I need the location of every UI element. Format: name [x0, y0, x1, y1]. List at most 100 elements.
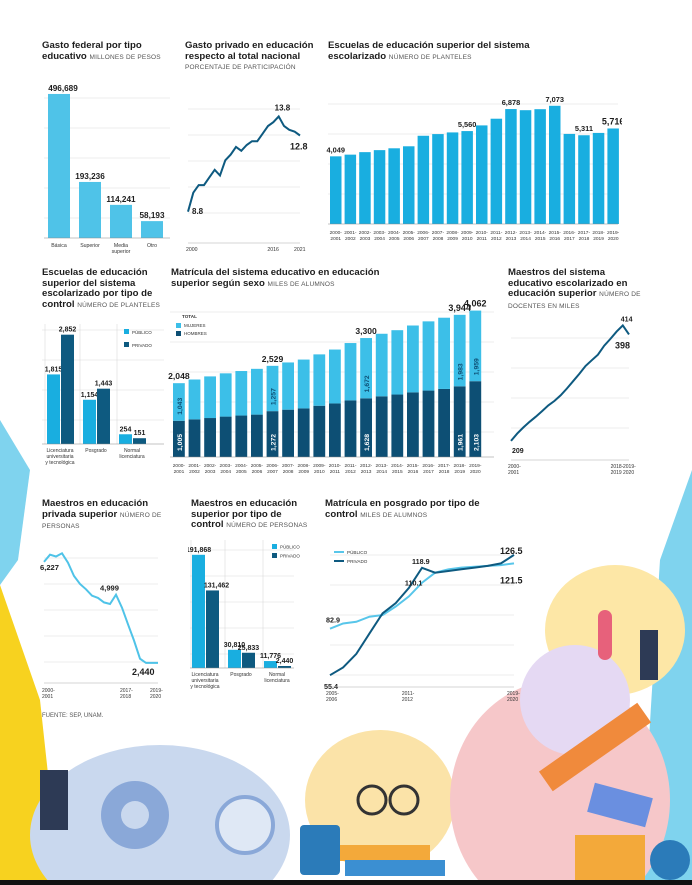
data-label-total: 3,300 [355, 326, 377, 336]
x-tick-label: 2011 [330, 469, 341, 475]
bar [476, 125, 488, 224]
x-tick-label: 2004 [374, 236, 385, 242]
chart-posgrado: PÚBLICO PRIVADO 82.9 110.1 121.5 55.4 118.9 126… [324, 546, 523, 703]
x-tick-label: 2015 [392, 469, 403, 475]
data-label: 13.8 [275, 103, 291, 112]
x-tick-label: 2002- [359, 230, 372, 236]
bar-hombres [422, 390, 435, 457]
x-tick-label: Superior [80, 243, 100, 249]
x-tick-label: 2003 [205, 469, 216, 475]
x-tick-label: Posgrado [230, 672, 252, 678]
bar [417, 135, 430, 224]
bar [97, 388, 110, 444]
bar [403, 146, 415, 224]
x-tick-label: 2005 [236, 469, 247, 475]
x-tick-label: 2016 [267, 247, 279, 253]
x-tick-label: 2014 [376, 469, 387, 475]
x-tick-label: 2005- [326, 691, 339, 697]
x-tick-label: 2013- [376, 463, 389, 469]
legend-label: HOMBRES [184, 331, 207, 336]
x-tick-label: 2004- [235, 463, 248, 469]
data-label: 2,440 [132, 667, 155, 677]
chart-mpriv: 6,227 4,999 2,440 2000-2001 2017-2018 2019-20… [40, 551, 163, 700]
legend-label: PRIVADO [347, 559, 368, 564]
data-label-mujeres: 1,983 [458, 363, 465, 380]
data-label: 193,236 [75, 172, 105, 181]
bar-mujeres [235, 371, 248, 416]
x-tick-label: 2002 [189, 469, 200, 475]
series-line [43, 551, 158, 664]
x-tick-label: 2013 [506, 236, 517, 242]
panel-control: Escuelas de educación superior del siste… [42, 267, 162, 311]
x-tick-label: 2016 [549, 236, 560, 242]
x-tick-label: Normal [124, 448, 140, 454]
bar-hombres [438, 388, 450, 457]
x-tick-label: 2018- [611, 464, 624, 470]
x-tick-label: 2009 [298, 469, 309, 475]
x-tick-label: 2019- [507, 691, 520, 697]
data-label: 1,815 [45, 366, 63, 373]
x-tick-label: 2010 [462, 236, 473, 242]
gear-icon [101, 781, 169, 849]
x-tick-label: 2017- [438, 463, 451, 469]
x-tick-label: 2007 [267, 469, 278, 475]
bar [461, 131, 473, 224]
bar-hombres [173, 420, 185, 457]
x-tick-label: 2018- [592, 230, 605, 236]
bar-mujeres [297, 359, 310, 409]
arrow-icon [538, 702, 652, 792]
x-tick-label: 2006 [326, 697, 337, 703]
bar-mujeres [453, 314, 466, 387]
bar [206, 590, 219, 668]
data-label: 5,311 [575, 124, 593, 133]
legend-swatch [176, 331, 181, 336]
chart-title: Gasto federal por tipo educativo MILLONE… [42, 40, 161, 62]
x-tick-label: 2018 [439, 469, 450, 475]
x-tick-label: 2016 [408, 469, 419, 475]
dollar-coin-icon [650, 840, 690, 880]
bar [344, 154, 357, 224]
data-label: 1,443 [95, 381, 113, 388]
bar-hombres [407, 392, 419, 457]
series-line [187, 114, 301, 212]
data-label-hombres: 1,005 [177, 434, 184, 451]
x-tick-label: 2011- [345, 463, 357, 469]
data-label: 254 [120, 426, 132, 433]
hourglass-icon [300, 825, 340, 875]
data-label: 4,999 [100, 584, 119, 593]
data-label-total: 4,062 [464, 299, 487, 309]
x-tick-label: 2015- [407, 463, 420, 469]
x-tick-label: 2009- [313, 463, 326, 469]
x-tick-label: 2019- [607, 230, 620, 236]
bar-mujeres [251, 368, 263, 415]
x-tick-label: 2003 [360, 236, 371, 242]
gear-icon-hole [121, 801, 149, 829]
x-tick-label: 2020 [623, 470, 634, 476]
data-label: 8.8 [192, 207, 204, 216]
x-tick-label: 2011 [477, 236, 488, 242]
bar-hombres [391, 394, 404, 457]
x-tick-label: 2005- [403, 230, 416, 236]
x-tick-label: y tecnológica [45, 460, 74, 466]
bar [534, 109, 546, 224]
x-tick-label: 2000- [508, 464, 521, 470]
bar [505, 109, 517, 224]
bar-mujeres [422, 321, 435, 391]
bar [446, 132, 459, 224]
chart-matricula: TOTALMUJERESHOMBRES1,0051,0432,0482000-2… [168, 299, 494, 475]
bar-mujeres [375, 333, 388, 397]
left-blue-shape [0, 420, 30, 585]
series-line [329, 554, 515, 677]
x-tick-label: 2006 [403, 236, 414, 242]
bar [519, 110, 532, 224]
data-label: 25,833 [238, 645, 260, 652]
person-figure-2 [640, 630, 658, 680]
panel-maestros: Maestros del sistema educativo escolariz… [508, 267, 648, 312]
chart-title: Matrícula del sistema educativo en educa… [171, 267, 380, 289]
x-tick-label: 2021 [294, 247, 306, 253]
x-tick-label: 2008 [433, 236, 444, 242]
legend-swatch [124, 342, 129, 347]
x-tick-label: 2019- [150, 688, 163, 694]
legend-swatch [272, 553, 277, 558]
data-label-total: 3,944 [448, 303, 471, 313]
